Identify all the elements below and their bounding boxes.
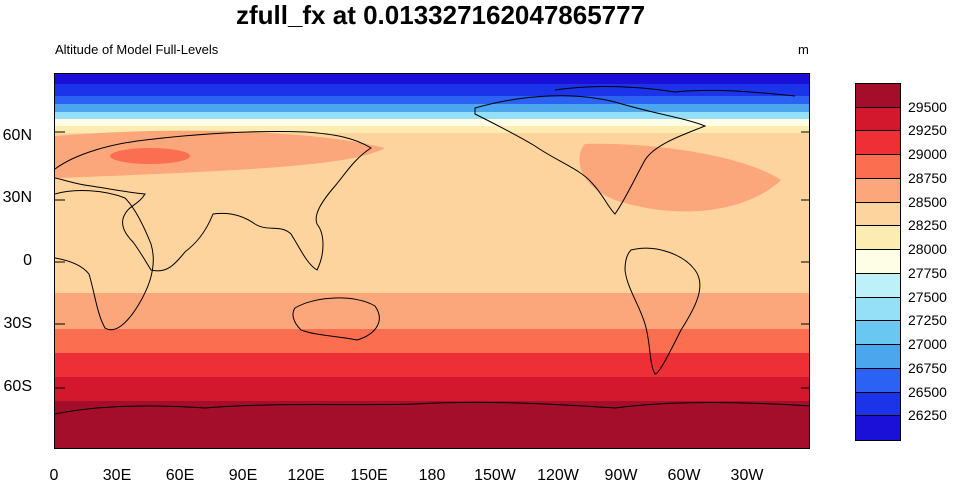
contour-band [110,148,190,164]
contour-band [55,329,809,353]
colorbar-tick-label: 29500 [908,98,947,115]
colorbar-tick-label: 27750 [908,264,947,281]
colorbar [855,83,901,441]
lon-label-180: 180 [418,467,446,484]
coastlines [55,85,809,415]
lon-label-90w: 90W [604,467,638,484]
colorbar-tick-label: 27000 [908,336,947,353]
lon-label-30w: 30W [730,467,764,484]
lon-label-120w: 120W [537,467,579,484]
colorbar-swatch [856,392,900,417]
colorbar-tick-label: 29000 [908,146,947,163]
colorbar-swatch [856,416,900,440]
colorbar-swatch [856,178,900,203]
lon-label-60e: 60E [165,467,195,484]
map-ticks [55,131,809,389]
lat-label-60n: 60N [2,127,32,144]
colorbar-swatch [856,273,900,298]
colorbar-swatch [856,155,900,179]
colorbar-swatch [856,107,900,132]
contour-band [55,104,809,112]
contour-band [55,293,809,329]
colorbar-swatch [856,345,900,369]
plot-title: zfull_fx at 0.013327162047865777 [235,0,646,30]
colorbar-swatch [856,297,900,322]
contour-band [55,119,809,126]
contour-band [55,401,809,448]
arctic-outline [554,85,796,97]
lat-label-60s: 60S [3,378,32,395]
colorbar-swatch [856,250,900,274]
lon-label-60w: 60W [667,467,701,484]
south-america-outline [624,247,701,375]
contour-band [55,126,809,133]
eurasia-outline [55,130,372,272]
colorbar-swatch [856,321,900,346]
colorbar-tick-label: 27250 [908,312,947,329]
colorbar-tick-label: 28000 [908,241,947,258]
colorbar-tick-label: 26250 [908,407,947,424]
contour-band [55,96,809,104]
contour-band [579,143,781,212]
units-label: m [798,42,809,57]
colorbar-swatch [856,131,900,156]
lat-label-30n: 30N [2,189,32,206]
africa-outline [55,190,154,331]
lon-label-30e: 30E [102,467,132,484]
map-plot-area [54,73,810,449]
contour-band [55,377,809,401]
lat-label-0: 0 [23,252,32,269]
variable-description: Altitude of Model Full-Levels [55,42,219,57]
colorbar-tick-label: 27500 [908,288,947,305]
antarctica-outline [55,401,809,415]
map-canvas [55,74,809,448]
colorbar-tick-label: 29250 [908,122,947,139]
contour-band [55,112,809,119]
lon-label-150w: 150W [474,467,516,484]
australia-outline [292,297,380,341]
colorbar-swatch [856,368,900,393]
colorbar-swatch [856,202,900,227]
lon-label-150e: 150E [350,467,388,484]
colorbar-swatch [856,84,900,108]
contour-band [55,84,809,96]
contour-band [55,130,385,178]
contour-band [55,353,809,377]
colorbar-tick-label: 26750 [908,359,947,376]
colorbar-tick-label: 26500 [908,383,947,400]
lat-label-30s: 30S [3,315,32,332]
contour-band [55,74,809,84]
lon-label-90e: 90E [228,467,258,484]
colorbar-swatch [856,226,900,251]
colorbar-tick-label: 28750 [908,169,947,186]
colorbar-tick-label: 28500 [908,193,947,210]
north-america-outline [474,95,707,215]
colorbar-tick-label: 28250 [908,217,947,234]
lon-label-120e: 120E [287,467,325,484]
lon-label-0: 0 [49,467,59,484]
